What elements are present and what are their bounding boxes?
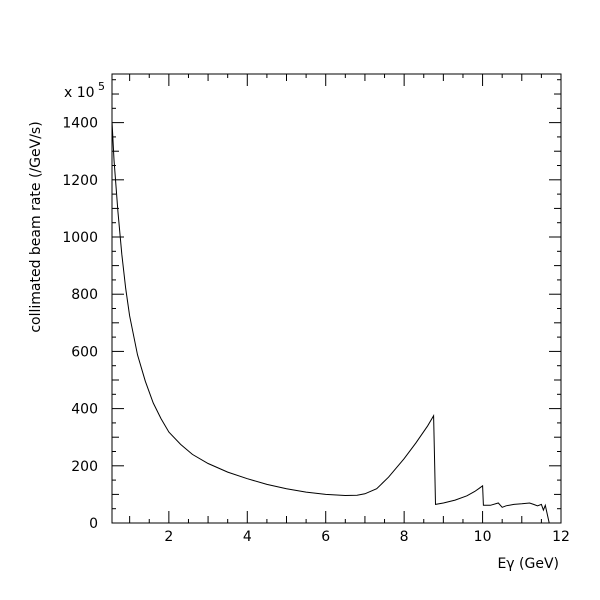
y-tick-label: 1200 [62,173,98,189]
plot-frame [111,73,562,524]
x-tick-label: 6 [321,529,330,545]
x-tick-label: 2 [164,529,173,545]
y-tick-label: 1000 [62,230,98,246]
y-tick-label: 800 [71,287,98,303]
y-tick-label: 0 [89,516,98,532]
x-tick-label: 4 [243,529,252,545]
x-axis: 2 4 6 8 10 12 [129,74,570,545]
y-axis: 0 200 400 600 800 1000 1200 1400 [62,79,561,532]
x-axis-label: Eγ (GeV) [497,556,559,572]
y-tick-label: 400 [71,402,98,418]
x-tick-label: 12 [552,529,570,545]
y-multiplier-exponent: 5 [98,80,105,93]
y-multiplier-base: x 10 [64,85,95,101]
y-tick-label: 1400 [62,116,98,132]
y-tick-label: 600 [71,344,98,360]
y-axis-label: collimated beam rate (/GeV/s) [28,121,44,332]
x-tick-label: 10 [474,529,492,545]
series-line [111,121,550,524]
x-tick-label: 8 [400,529,409,545]
y-multiplier: x 10 5 [64,80,105,101]
y-tick-label: 200 [71,459,98,475]
